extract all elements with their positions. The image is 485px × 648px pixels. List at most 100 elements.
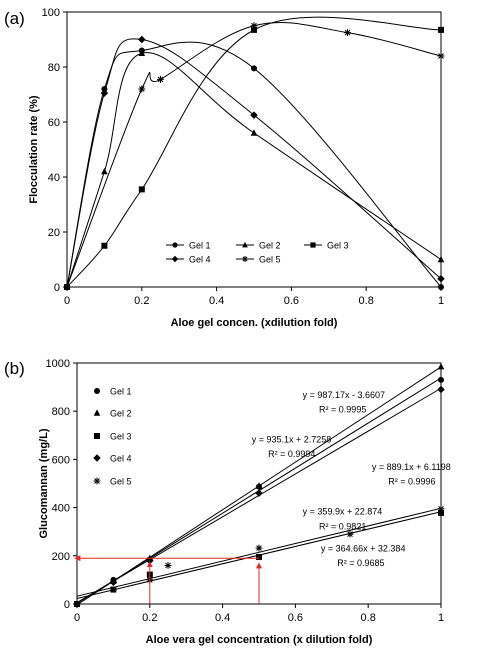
x-tick-label: 0.6 <box>288 612 303 624</box>
data-point <box>250 111 258 119</box>
equation-annotation: y = 935.1x + 2.7258 <box>252 435 332 445</box>
equation-annotation: R² = 0.9996 <box>388 477 435 487</box>
data-point <box>138 49 146 56</box>
data-point <box>255 544 263 552</box>
data-point <box>250 129 258 136</box>
legend-marker <box>93 409 101 416</box>
data-point <box>251 26 257 33</box>
plot-frame <box>66 11 442 288</box>
series-line-gel-2 <box>66 52 442 288</box>
legend-label: Gel 2 <box>110 409 132 419</box>
equation-annotation: R² = 0.9821 <box>319 521 366 531</box>
data-point <box>438 26 444 33</box>
series-line-gel-5 <box>66 21 442 288</box>
equation-annotation: y = 364.66x + 32.384 <box>321 543 406 553</box>
data-point <box>438 376 444 383</box>
x-tick-label: 0.2 <box>142 612 157 624</box>
data-point <box>101 167 108 175</box>
legend-label: Gel 5 <box>110 477 132 487</box>
legend-marker <box>310 242 316 248</box>
panel-label-b: (b) <box>4 359 25 378</box>
x-tick-label: 0.2 <box>134 295 149 307</box>
legend-label: Gel 3 <box>110 432 132 442</box>
x-axis-title: Aloe vera gel concentration (x dilution … <box>146 634 373 646</box>
legend-label: Gel 2 <box>259 241 281 251</box>
data-point <box>109 578 118 587</box>
x-axis-title: Aloe gel concen. (xdilution fold) <box>171 317 338 329</box>
y-tick-label: 600 <box>52 454 70 466</box>
data-point <box>437 505 445 513</box>
legend-marker <box>172 242 178 248</box>
y-tick-label: 200 <box>52 551 70 563</box>
equation-annotation: y = 987.17x - 3.6607 <box>303 390 385 400</box>
data-point <box>255 489 263 497</box>
data-point <box>438 509 444 516</box>
x-tick-label: 0 <box>74 612 80 624</box>
x-tick-label: 1 <box>438 295 444 307</box>
legend-marker <box>93 477 101 485</box>
data-point <box>164 561 172 569</box>
data-point <box>138 35 146 44</box>
data-point <box>250 22 258 30</box>
equation-annotation: R² = 0.9685 <box>337 558 384 568</box>
equation-annotation: y = 359.9x + 22.874 <box>303 506 383 516</box>
y-tick-label: 40 <box>48 172 60 184</box>
data-point <box>437 255 445 263</box>
equation-annotation: R² = 0.9995 <box>319 404 366 414</box>
legend-label: Gel 4 <box>189 255 211 265</box>
data-point <box>344 29 351 37</box>
data-point <box>256 554 262 561</box>
legend-label: Gel 5 <box>259 255 281 265</box>
y-tick-label: 100 <box>42 7 60 19</box>
legend-marker <box>94 433 100 439</box>
trendline-gel-5 <box>76 507 442 597</box>
legend-marker <box>242 241 248 248</box>
data-point <box>437 385 445 394</box>
data-point <box>346 530 354 538</box>
series-line-gel-4 <box>66 38 442 288</box>
data-point <box>438 284 444 290</box>
data-point <box>255 482 263 489</box>
data-point <box>157 75 164 83</box>
y-tick-label: 800 <box>52 406 70 418</box>
legend-label: Gel 1 <box>189 241 211 251</box>
chart-a: 0 20 40 60 80 100 0 0.2 0.4 0.6 0.8 1 Aloe gel conce… <box>28 7 445 329</box>
legend-marker <box>171 255 179 263</box>
data-point <box>63 283 71 291</box>
series-line-gel-3 <box>66 16 442 288</box>
legend-marker <box>242 256 248 262</box>
y-tick-label: 20 <box>48 227 60 239</box>
data-point <box>73 600 81 608</box>
y-axis-title: Glucomannan (mg/L) <box>38 428 50 538</box>
y-tick-label: 1000 <box>46 358 70 370</box>
data-point <box>437 363 445 370</box>
x-tick-label: 0.8 <box>361 612 376 624</box>
series-line-gel-1 <box>66 41 442 288</box>
data-point <box>110 586 117 593</box>
x-tick-label: 0.8 <box>359 295 374 307</box>
y-tick-label: 0 <box>54 282 60 294</box>
legend-marker <box>93 454 101 462</box>
legend-label: Gel 3 <box>327 241 349 251</box>
equation-annotation: R² = 0.9994 <box>268 449 315 459</box>
equation-annotation: y = 889.1x + 6.1198 <box>372 462 451 472</box>
y-tick-label: 400 <box>52 503 70 515</box>
data-point <box>101 242 108 249</box>
y-tick-label: 60 <box>48 117 60 129</box>
y-tick-label: 80 <box>48 62 60 74</box>
x-tick-label: 0.4 <box>209 295 224 307</box>
data-point <box>138 85 146 93</box>
x-tick-label: 0 <box>64 295 70 307</box>
y-axis-title: Flocculation rate (%) <box>28 95 40 204</box>
legend-label: Gel 4 <box>110 454 132 464</box>
panel-label-a: (a) <box>4 9 25 28</box>
data-point <box>437 275 445 283</box>
x-tick-label: 1 <box>438 612 444 624</box>
data-point <box>437 52 445 60</box>
data-point <box>251 65 257 72</box>
x-tick-label: 0.4 <box>215 612 230 624</box>
data-point <box>100 89 109 97</box>
y-tick-label: 0 <box>64 599 70 611</box>
legend-label: Gel 1 <box>110 387 132 397</box>
